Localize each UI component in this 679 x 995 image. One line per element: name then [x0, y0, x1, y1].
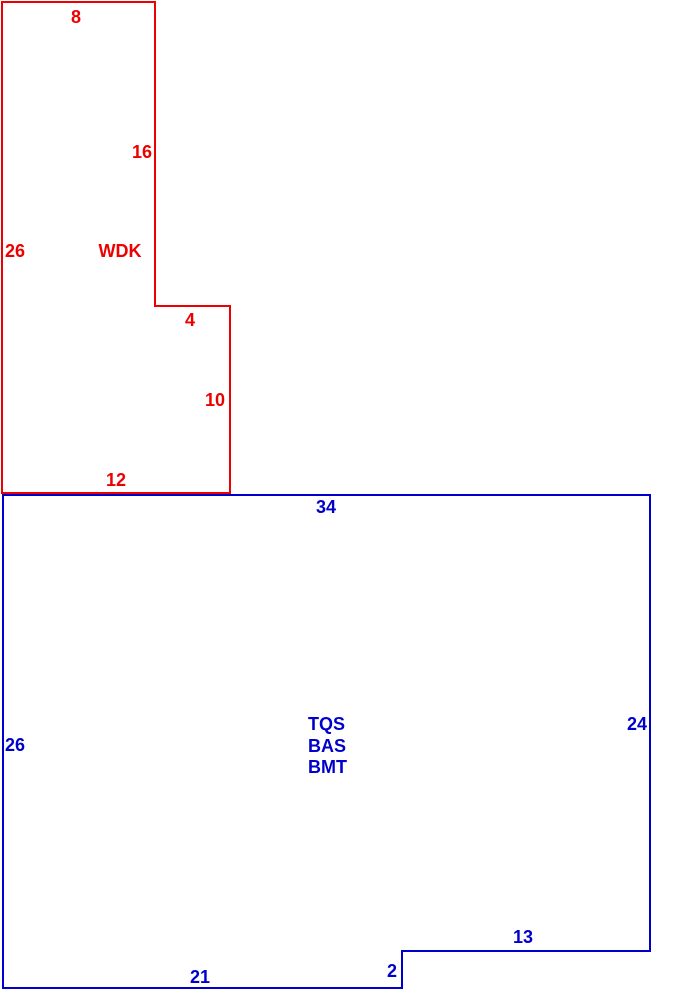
area-code-bas: BAS	[307, 736, 348, 756]
dim-wdk-right-upper-16: 16	[130, 142, 153, 162]
main-area-tqs-bas-bmt-outline	[2, 494, 651, 989]
dim-wdk-bottom-12: 12	[104, 470, 128, 490]
dim-wdk-left-26: 26	[4, 241, 27, 261]
dim-main-top-34: 34	[314, 497, 338, 517]
dim-main-step-top-13: 13	[511, 927, 535, 947]
dim-main-left-26: 26	[4, 735, 27, 755]
dim-main-step-side-2: 2	[385, 961, 398, 981]
dim-wdk-top-8: 8	[69, 7, 83, 27]
wdk-wood-deck-outline	[1, 1, 231, 494]
dim-wdk-step-top-4: 4	[183, 310, 197, 330]
dim-main-bottom-21: 21	[188, 967, 212, 987]
area-code-wdk: WDK	[97, 241, 143, 261]
dim-wdk-right-lower-10: 10	[203, 390, 226, 410]
area-code-bmt: BMT	[307, 757, 348, 777]
dim-main-right-24: 24	[625, 714, 648, 734]
area-code-tqs: TQS	[307, 714, 347, 734]
